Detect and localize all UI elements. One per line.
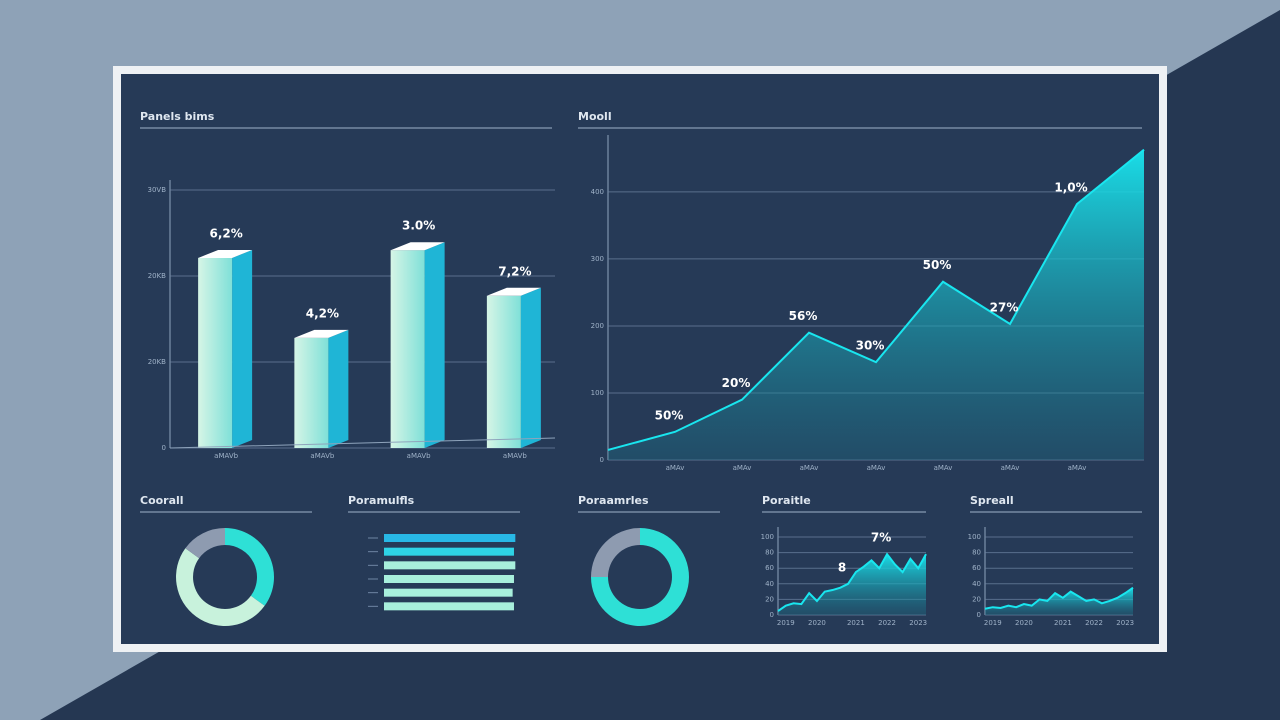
x-tick-label: 2021 xyxy=(1054,619,1072,627)
x-tick-label: aMAv xyxy=(666,464,685,472)
annotation: 8 xyxy=(838,560,846,574)
y-tick-label: 60 xyxy=(972,564,981,572)
panel-title: Spreall xyxy=(970,494,1014,507)
annotation: 27% xyxy=(990,300,1019,314)
bar-side xyxy=(520,287,541,448)
bar-top xyxy=(294,329,349,338)
bar xyxy=(486,295,521,448)
data-label: 4,2% xyxy=(306,306,339,320)
bar xyxy=(198,257,233,448)
x-tick-label: 2020 xyxy=(808,619,826,627)
area xyxy=(985,587,1133,615)
x-tick-label: 2022 xyxy=(878,619,896,627)
x-tick-label: aMAv xyxy=(1001,464,1020,472)
panel-title: Coorall xyxy=(140,494,184,507)
data-label: 7,2% xyxy=(498,264,531,278)
data-label: 3.0% xyxy=(402,219,435,233)
panel-title: Poramulfls xyxy=(348,494,415,507)
bar-side xyxy=(328,329,349,448)
y-tick-label: 60 xyxy=(765,564,774,572)
donut-segment xyxy=(176,548,265,626)
y-tick-label: 0 xyxy=(770,611,774,619)
line xyxy=(984,586,1134,610)
area xyxy=(608,149,1144,461)
y-tick-label: 0 xyxy=(600,456,604,464)
y-tick-label: 40 xyxy=(972,580,981,588)
annotation: 50% xyxy=(923,258,952,272)
y-tick-label: 0 xyxy=(977,611,981,619)
x-tick-label: aMAVb xyxy=(214,452,238,460)
y-tick-label: 20 xyxy=(765,595,774,603)
x-tick-label: 2022 xyxy=(1085,619,1103,627)
y-tick-label: 0 xyxy=(162,444,166,452)
x-tick-label: 2021 xyxy=(847,619,865,627)
y-tick-label: 30VB xyxy=(148,186,167,194)
bar xyxy=(384,602,514,611)
y-tick-label: 100 xyxy=(761,533,774,541)
bar xyxy=(384,588,513,597)
panel-title: Mooll xyxy=(578,110,612,123)
line xyxy=(607,148,1145,451)
x-tick-label: aMAVb xyxy=(503,452,527,460)
y-tick-label: 20 xyxy=(972,595,981,603)
y-tick-label: 100 xyxy=(591,389,604,397)
panel-title: Poraamrles xyxy=(578,494,649,507)
bar xyxy=(384,534,516,542)
x-tick-label: aMAv xyxy=(800,464,819,472)
bar-top xyxy=(198,249,253,258)
annotation: 7% xyxy=(871,531,891,545)
panel-title: Poraitle xyxy=(762,494,811,507)
y-tick-label: 80 xyxy=(765,549,774,557)
annotation: 20% xyxy=(722,376,751,390)
donut-segment xyxy=(591,528,689,626)
bar-side xyxy=(424,242,445,448)
bar-top xyxy=(390,242,445,251)
bar xyxy=(384,547,514,556)
x-tick-label: 2023 xyxy=(1116,619,1134,627)
donut-segment xyxy=(225,528,274,606)
x-tick-label: aMAv xyxy=(867,464,886,472)
x-tick-label: aMAVb xyxy=(310,452,334,460)
donut-segment xyxy=(185,528,225,559)
y-tick-label: 20KB xyxy=(148,272,166,280)
x-tick-label: aMAv xyxy=(934,464,953,472)
annotation: 1,0% xyxy=(1054,180,1087,194)
x-axis xyxy=(169,437,556,449)
y-tick-label: 300 xyxy=(591,255,604,263)
bar xyxy=(384,575,514,583)
y-tick-label: 20KB xyxy=(148,358,166,366)
x-tick-label: aMAv xyxy=(733,464,752,472)
y-tick-label: 100 xyxy=(968,533,981,541)
y-tick-label: 80 xyxy=(972,549,981,557)
line xyxy=(777,552,927,612)
x-tick-label: 2023 xyxy=(909,619,927,627)
bar-side xyxy=(232,249,253,448)
x-tick-label: 2019 xyxy=(777,619,795,627)
annotation: 56% xyxy=(789,309,818,323)
annotation: 30% xyxy=(856,339,885,353)
y-tick-label: 200 xyxy=(591,322,604,330)
y-tick-label: 400 xyxy=(591,188,604,196)
bar xyxy=(390,250,425,448)
bar xyxy=(294,337,329,448)
panel-title: Panels bims xyxy=(140,110,215,123)
annotation: 50% xyxy=(655,408,684,422)
x-tick-label: 2019 xyxy=(984,619,1002,627)
x-tick-label: aMAVb xyxy=(407,452,431,460)
donut-segment xyxy=(591,528,640,577)
x-tick-label: 2020 xyxy=(1015,619,1033,627)
bar xyxy=(384,561,516,570)
bar-top xyxy=(486,287,541,296)
y-tick-label: 40 xyxy=(765,580,774,588)
x-tick-label: aMAv xyxy=(1068,464,1087,472)
data-label: 6,2% xyxy=(209,226,242,240)
